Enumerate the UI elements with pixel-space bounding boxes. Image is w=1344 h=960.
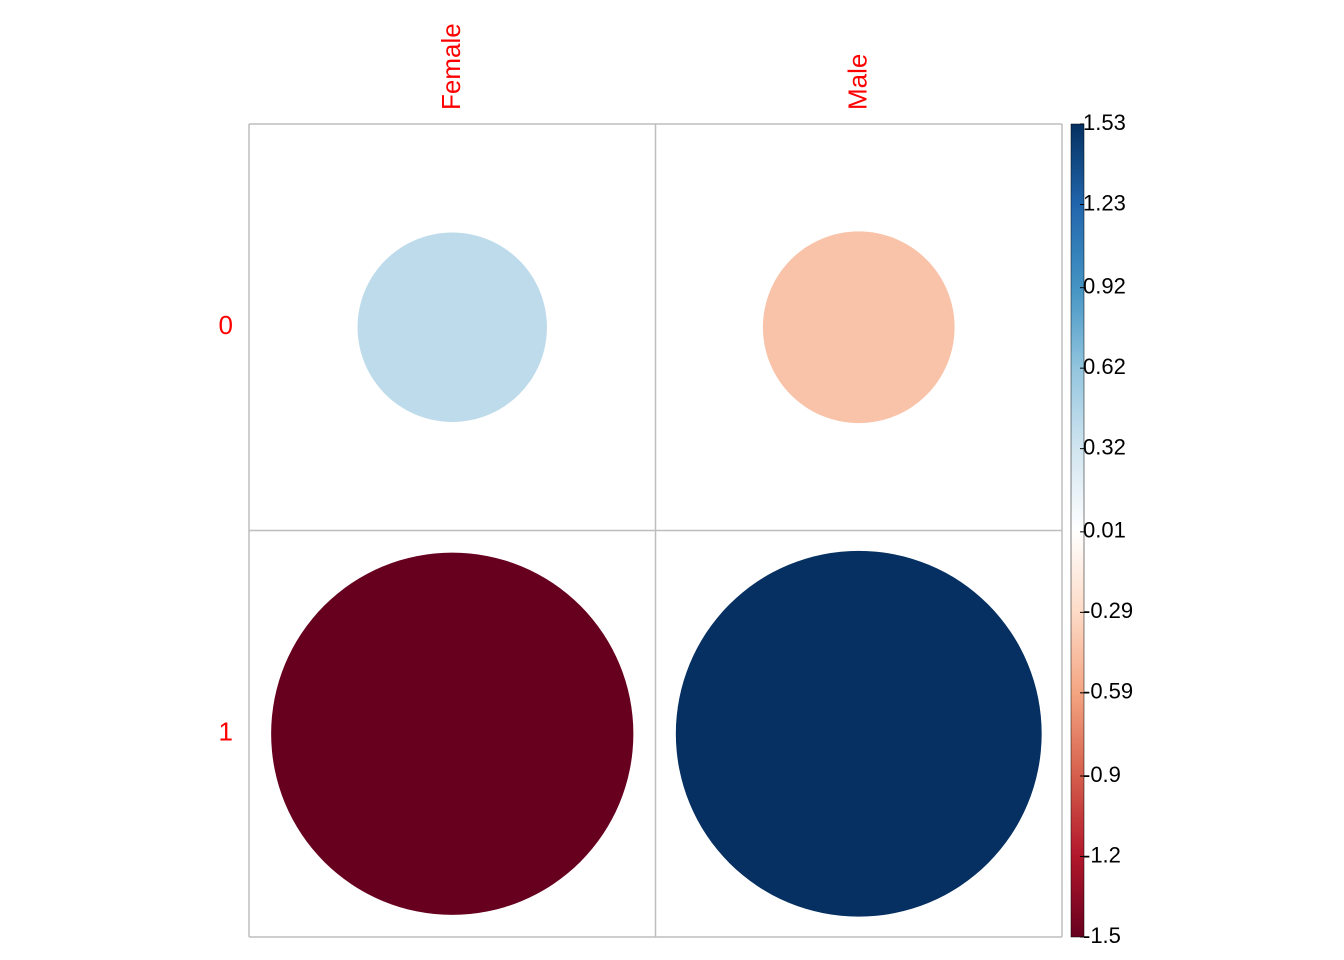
colorbar-tick-label: 0.62: [1083, 354, 1126, 379]
colorbar-tick-label: -0.29: [1083, 598, 1133, 623]
cell-circle: [357, 232, 547, 422]
colorbar-tick-label: -0.59: [1083, 679, 1133, 704]
colorbar-tick-label: 1.53: [1083, 110, 1126, 135]
row-label: 0: [219, 310, 233, 340]
colorbar-tick-label: 1.23: [1083, 190, 1126, 215]
colorbar-tick-label: 0.92: [1083, 273, 1126, 298]
column-label: Male: [843, 54, 873, 110]
row-label: 1: [219, 717, 233, 747]
column-label: Female: [436, 23, 466, 110]
colorbar-tick-label: 0.01: [1083, 518, 1126, 543]
colorbar-tick-label: -0.9: [1083, 762, 1121, 787]
colorbar-tick-label: -1.5: [1083, 923, 1121, 948]
cell-circle: [271, 552, 634, 915]
color-bar: [1070, 123, 1085, 938]
cell-circle: [762, 231, 955, 424]
colorbar-tick-label: -1.2: [1083, 842, 1121, 867]
colorbar-tick-label: 0.32: [1083, 434, 1126, 459]
cell-circle: [675, 550, 1042, 917]
